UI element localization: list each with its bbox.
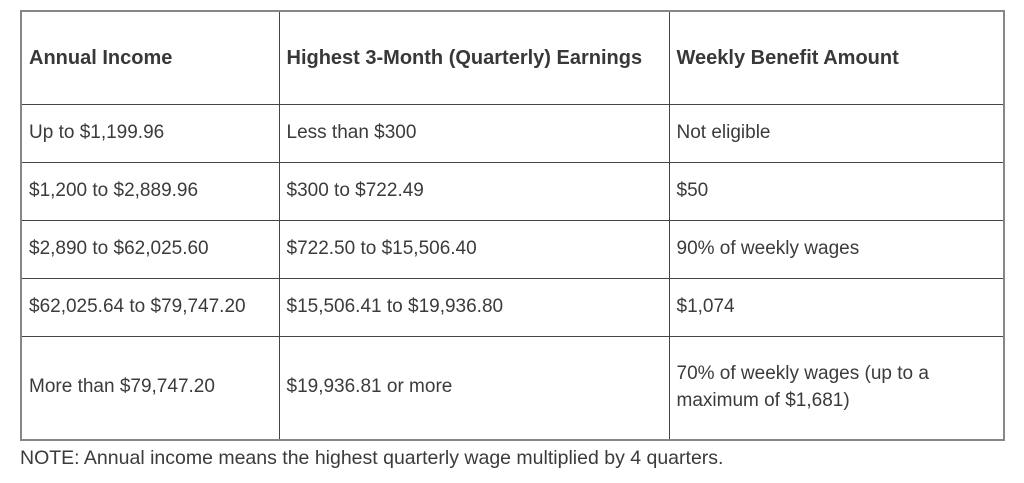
table-cell: 70% of weekly wages (up to a maximum of …: [668, 335, 1005, 441]
benefits-table: Annual Income Highest 3-Month (Quarterly…: [20, 10, 1005, 441]
table-header-row: Annual Income Highest 3-Month (Quarterly…: [20, 10, 1005, 105]
table-cell: $15,506.41 to $19,936.80: [278, 277, 670, 337]
table-row: More than $79,747.20 $19,936.81 or more …: [20, 335, 1005, 441]
table-cell: Not eligible: [668, 103, 1005, 163]
header-weekly-benefit: Weekly Benefit Amount: [668, 10, 1005, 105]
table-cell: Less than $300: [278, 103, 670, 163]
table-cell: $1,074: [668, 277, 1005, 337]
header-quarterly-earnings: Highest 3-Month (Quarterly) Earnings: [278, 10, 670, 105]
table-cell: $2,890 to $62,025.60: [20, 219, 280, 279]
table-cell: $50: [668, 161, 1005, 221]
table-cell: $1,200 to $2,889.96: [20, 161, 280, 221]
table-cell: $19,936.81 or more: [278, 335, 670, 441]
header-annual-income: Annual Income: [20, 10, 280, 105]
table-row: Up to $1,199.96 Less than $300 Not eligi…: [20, 103, 1005, 163]
table-cell: $722.50 to $15,506.40: [278, 219, 670, 279]
table-cell: $62,025.64 to $79,747.20: [20, 277, 280, 337]
table-cell: $300 to $722.49: [278, 161, 670, 221]
table-cell: 90% of weekly wages: [668, 219, 1005, 279]
table-note: NOTE: Annual income means the highest qu…: [20, 447, 724, 469]
table-cell: Up to $1,199.96: [20, 103, 280, 163]
table-row: $1,200 to $2,889.96 $300 to $722.49 $50: [20, 161, 1005, 221]
table-cell: More than $79,747.20: [20, 335, 280, 441]
table-row: $2,890 to $62,025.60 $722.50 to $15,506.…: [20, 219, 1005, 279]
table-row: $62,025.64 to $79,747.20 $15,506.41 to $…: [20, 277, 1005, 337]
